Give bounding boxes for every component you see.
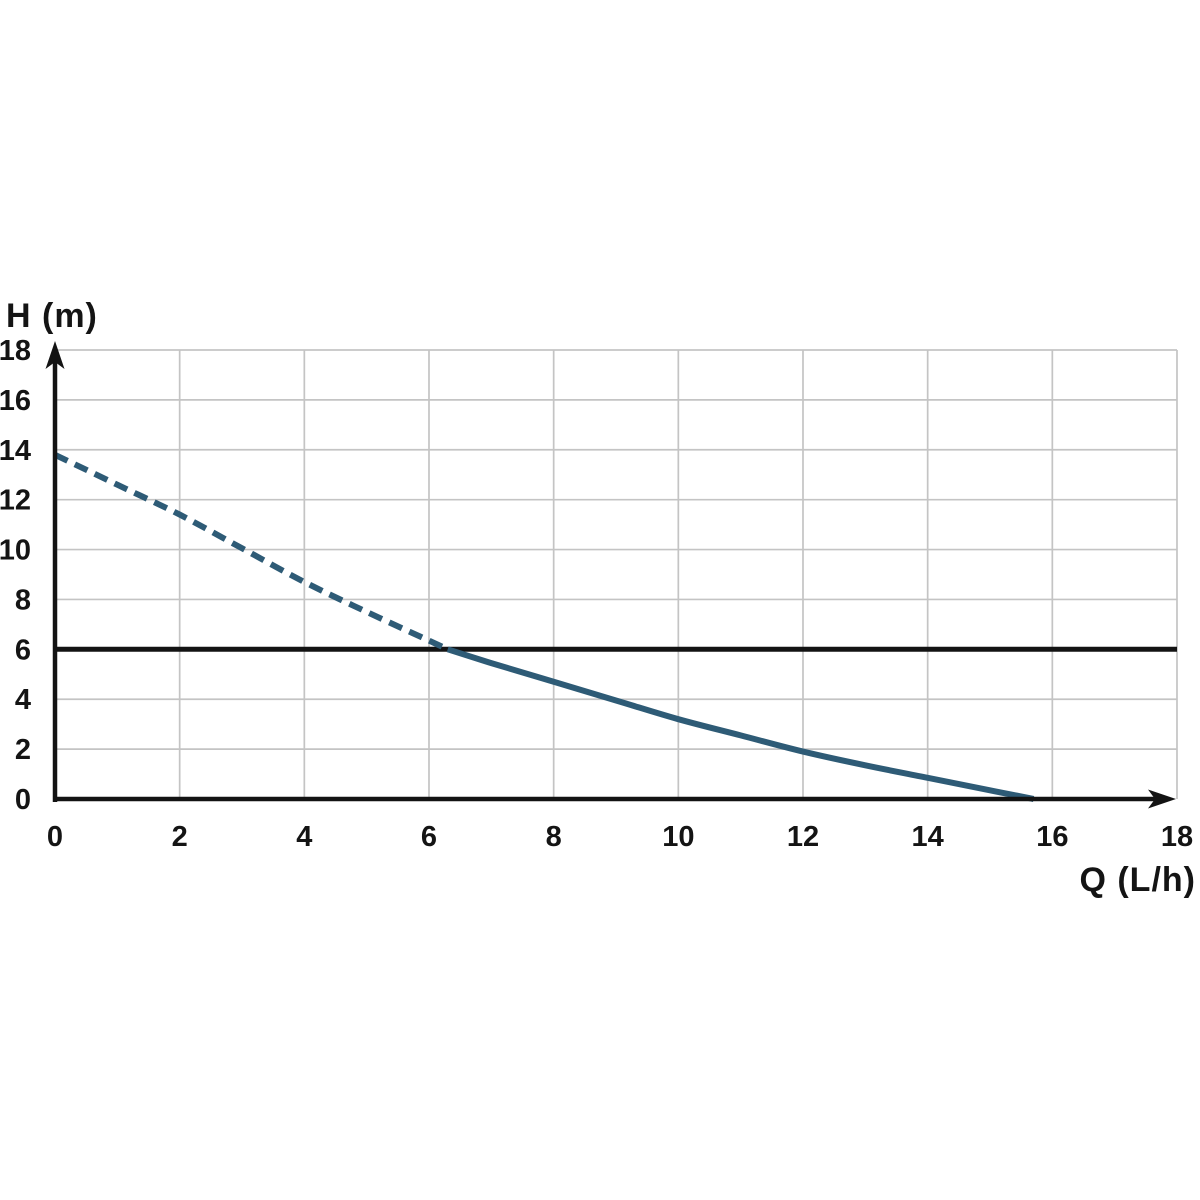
y-axis-title: H (m) — [6, 297, 98, 335]
x-axis-title: Q (L/h) — [1079, 861, 1196, 899]
y-tick-label: 6 — [15, 634, 31, 666]
x-tick-label: 12 — [787, 821, 819, 853]
x-tick-label: 14 — [912, 821, 944, 853]
x-tick-label: 0 — [47, 821, 63, 853]
y-tick-label: 2 — [15, 734, 31, 766]
y-tick-label: 16 — [0, 385, 31, 417]
x-tick-label: 16 — [1036, 821, 1068, 853]
pump-curve-extrapolated — [53, 452, 449, 653]
x-tick-label: 10 — [662, 821, 694, 853]
x-tick-label: 8 — [546, 821, 562, 853]
y-tick-label: 12 — [0, 485, 31, 517]
x-tick-label: 6 — [421, 821, 437, 853]
x-tick-label: 18 — [1161, 821, 1193, 853]
y-tick-label: 10 — [0, 535, 31, 567]
x-tick-label: 2 — [172, 821, 188, 853]
y-tick-label: 4 — [15, 684, 31, 716]
y-tick-label: 18 — [0, 335, 31, 367]
y-axis-arrowhead — [45, 341, 65, 369]
y-tick-label: 8 — [15, 584, 31, 616]
x-tick-label: 4 — [296, 821, 312, 853]
y-tick-label: 14 — [0, 435, 31, 467]
x-axis-arrowhead — [1148, 789, 1176, 809]
y-tick-label: 0 — [15, 784, 31, 816]
pump-curve — [446, 646, 1035, 802]
